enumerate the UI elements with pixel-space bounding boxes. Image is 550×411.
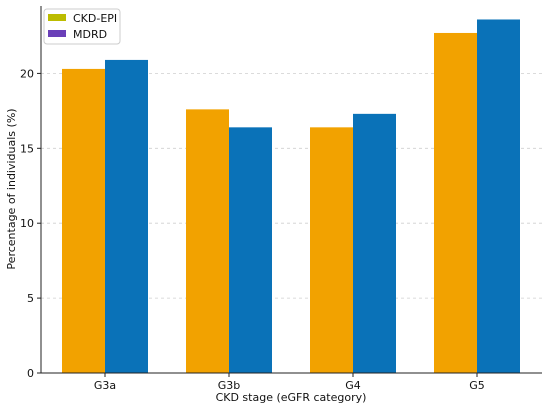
legend-swatch-ckd-epi (48, 14, 66, 21)
legend: CKD-EPI MDRD (43, 8, 121, 45)
bar-ckd-epi-g5 (434, 32, 477, 374)
bars (62, 19, 520, 374)
legend-swatch-mdrd (48, 30, 66, 37)
x-tick-label-g3b: G3b (218, 379, 241, 392)
bar-mdrd-g5 (477, 19, 520, 374)
bar-ckd-epi-g3a (62, 68, 105, 374)
bar-mdrd-g4 (353, 113, 396, 373)
y-tick-label-5: 5 (27, 292, 34, 305)
bar-mdrd-g3b (229, 127, 272, 374)
bar-ckd-epi-g3b (186, 109, 229, 373)
bar-ckd-epi-g4 (310, 127, 353, 374)
y-tick-label-0: 0 (27, 367, 34, 380)
legend-label-ckd-epi: CKD-EPI (73, 12, 117, 25)
x-tick-label-g5: G5 (469, 379, 485, 392)
y-tick-label-20: 20 (20, 67, 34, 80)
y-axis-label: Percentage of individuals (%) (5, 108, 18, 269)
y-tick-label-10: 10 (20, 217, 34, 230)
legend-label-mdrd: MDRD (73, 28, 107, 41)
y-ticks: 0 5 10 15 20 (20, 67, 41, 380)
x-tick-label-g3a: G3a (94, 379, 116, 392)
y-tick-label-15: 15 (20, 142, 34, 155)
bar-mdrd-g3a (105, 59, 148, 374)
x-ticks: G3a G3b G4 G5 (94, 373, 485, 392)
x-axis-label: CKD stage (eGFR category) (216, 391, 367, 404)
x-tick-label-g4: G4 (345, 379, 361, 392)
axes (40, 6, 542, 374)
